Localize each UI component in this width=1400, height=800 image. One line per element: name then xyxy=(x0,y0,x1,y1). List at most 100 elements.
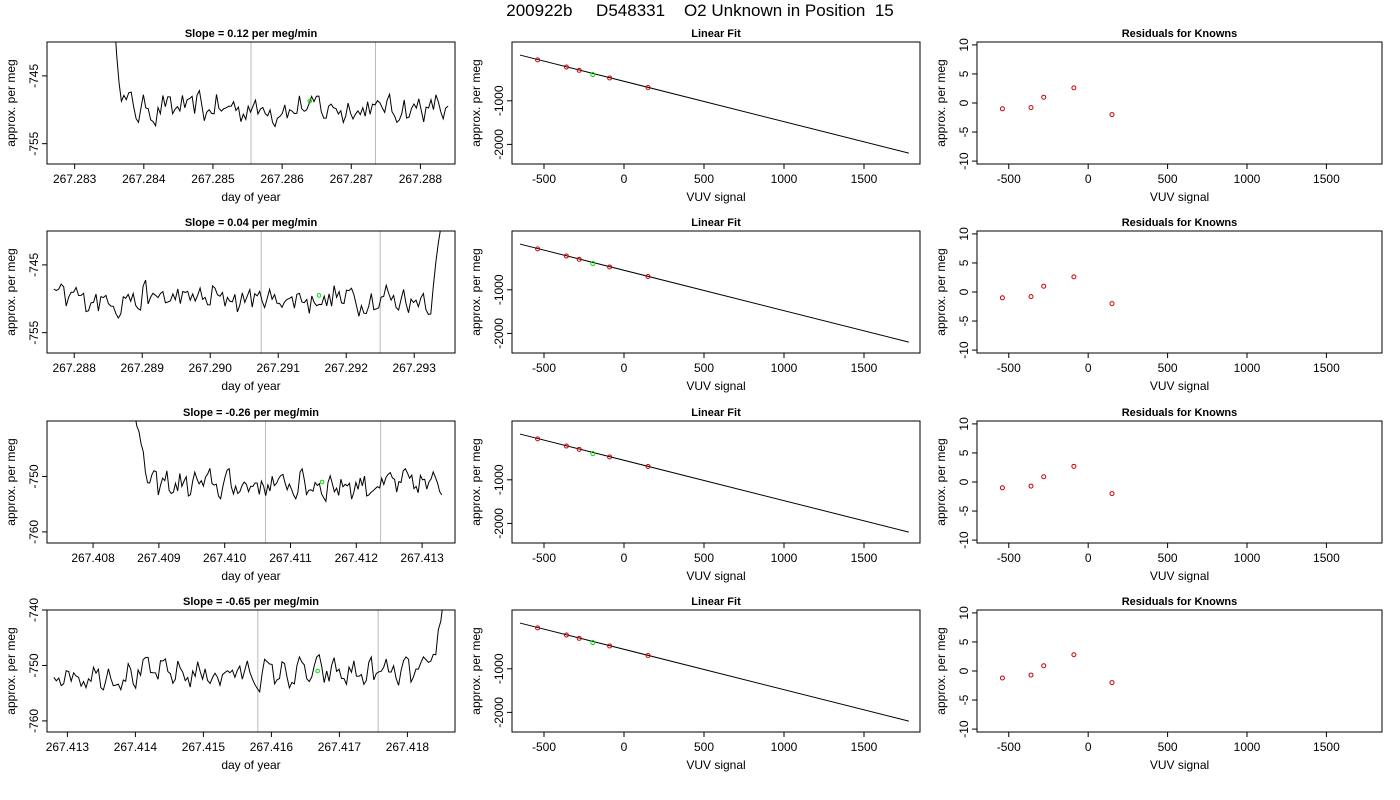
y-tick-label: -10 xyxy=(957,152,971,170)
x-tick-label: 267.416 xyxy=(250,740,294,754)
x-tick-label: 267.412 xyxy=(335,551,379,565)
y-tick-label: -745 xyxy=(27,253,41,277)
panel-title: Slope = 0.12 per meg/min xyxy=(185,28,318,40)
x-tick-label: 267.415 xyxy=(182,740,226,754)
panel-title: Residuals for Knowns xyxy=(1122,217,1238,229)
y-tick-label: 10 xyxy=(957,38,971,52)
x-tick-label: 267.410 xyxy=(203,551,247,565)
y-tick-label: -750 xyxy=(27,464,41,488)
x-tick-label: 1500 xyxy=(851,361,878,375)
x-tick-label: 500 xyxy=(1158,551,1178,565)
x-tick-label: -500 xyxy=(997,361,1021,375)
known-point xyxy=(1041,663,1047,669)
x-axis-label: VUV signal xyxy=(686,569,745,583)
known-point xyxy=(1109,301,1115,307)
y-tick-label: 5 xyxy=(957,449,971,456)
y-tick-label: -5 xyxy=(957,505,971,516)
x-tick-label: 0 xyxy=(1085,551,1092,565)
x-tick-label: 1500 xyxy=(1313,172,1340,186)
x-tick-label: 0 xyxy=(1085,172,1092,186)
y-tick-label: -1000 xyxy=(492,464,506,495)
plot-frame xyxy=(46,420,456,544)
x-tick-label: 267.414 xyxy=(114,740,158,754)
x-tick-label: 500 xyxy=(694,361,714,375)
y-tick-label: 0 xyxy=(957,99,971,106)
known-point xyxy=(1041,94,1047,100)
x-tick-label: 267.288 xyxy=(399,172,443,186)
y-tick-label: -1000 xyxy=(492,274,506,305)
x-axis-label: day of year xyxy=(221,190,280,204)
y-axis-label: approx. per meg xyxy=(4,627,18,714)
x-tick-label: 1500 xyxy=(1313,551,1340,565)
y-tick-label: 0 xyxy=(957,667,971,674)
x-tick-label: 1000 xyxy=(771,172,798,186)
data-series-line xyxy=(135,421,443,503)
y-tick-label: -10 xyxy=(957,720,971,738)
y-tick-label: -10 xyxy=(957,531,971,549)
plot-frame xyxy=(976,420,1383,544)
known-point xyxy=(645,464,651,470)
y-tick-label: 10 xyxy=(957,227,971,241)
x-tick-label: 500 xyxy=(1158,740,1178,754)
y-tick-label: -2000 xyxy=(492,697,506,728)
x-tick-label: 500 xyxy=(694,172,714,186)
plot-frame xyxy=(511,609,921,733)
main-title: 200922b D548331 O2 Unknown in Position 1… xyxy=(506,1,894,20)
y-tick-label: -5 xyxy=(957,126,971,137)
x-tick-label: 267.286 xyxy=(260,172,304,186)
plot-area xyxy=(999,652,1115,686)
y-axis-label: approx. per meg xyxy=(4,248,18,335)
fit-line xyxy=(519,243,909,343)
plot-area xyxy=(519,54,909,154)
x-tick-label: 1500 xyxy=(851,172,878,186)
known-point xyxy=(576,635,582,641)
x-tick-label: 1500 xyxy=(1313,740,1340,754)
known-point xyxy=(999,295,1005,301)
x-axis-label: VUV signal xyxy=(686,758,745,772)
x-axis-label: VUV signal xyxy=(1150,569,1209,583)
x-tick-label: 267.418 xyxy=(386,740,430,754)
known-point xyxy=(563,632,569,638)
unknown-point xyxy=(590,640,596,646)
y-axis-label: approx. per meg xyxy=(469,627,483,714)
fit-line xyxy=(519,54,909,154)
known-point xyxy=(1109,491,1115,497)
x-axis-label: day of year xyxy=(221,379,280,393)
x-tick-label: -500 xyxy=(532,551,556,565)
y-axis-label: approx. per meg xyxy=(934,59,948,146)
panel-4-2: Linear Fit -500 0 500 1000 1500 -1000 -2000 VUV … xyxy=(469,596,921,772)
y-tick-label: -2000 xyxy=(492,318,506,349)
y-tick-label: -755 xyxy=(27,320,41,344)
unknown-point xyxy=(590,261,596,267)
x-axis-label: VUV signal xyxy=(686,379,745,393)
known-point xyxy=(645,653,651,659)
panel-title: Slope = -0.26 per meg/min xyxy=(183,407,319,419)
known-point xyxy=(535,246,541,252)
panel-title: Slope = -0.65 per meg/min xyxy=(183,596,319,608)
unknown-point xyxy=(590,72,596,78)
y-tick-label: 10 xyxy=(957,417,971,431)
known-point xyxy=(645,85,651,91)
y-tick-label: 10 xyxy=(957,606,971,620)
x-tick-label: 267.413 xyxy=(46,740,90,754)
y-tick-label: -2000 xyxy=(492,508,506,539)
x-axis-label: VUV signal xyxy=(686,190,745,204)
panel-title: Residuals for Knowns xyxy=(1122,596,1238,608)
panel-title: Linear Fit xyxy=(691,407,741,419)
y-tick-label: -760 xyxy=(27,709,41,733)
plot-area xyxy=(999,85,1115,118)
x-tick-label: 1000 xyxy=(1234,361,1261,375)
y-tick-label: -750 xyxy=(27,653,41,677)
plot-area xyxy=(53,231,441,353)
known-point xyxy=(999,485,1005,491)
plot-frame xyxy=(511,41,921,165)
plot-area xyxy=(519,243,909,343)
known-point xyxy=(1028,672,1034,678)
panel-3-3: Residuals for Knowns -500 0 500 1000 1500 10 5 0… xyxy=(934,407,1383,583)
panel-3-2: Linear Fit -500 0 500 1000 1500 -1000 -2000 VUV … xyxy=(469,407,921,583)
known-point xyxy=(607,643,613,649)
y-tick-label: -1000 xyxy=(492,85,506,116)
known-point xyxy=(563,443,569,449)
x-tick-label: 267.289 xyxy=(121,361,165,375)
